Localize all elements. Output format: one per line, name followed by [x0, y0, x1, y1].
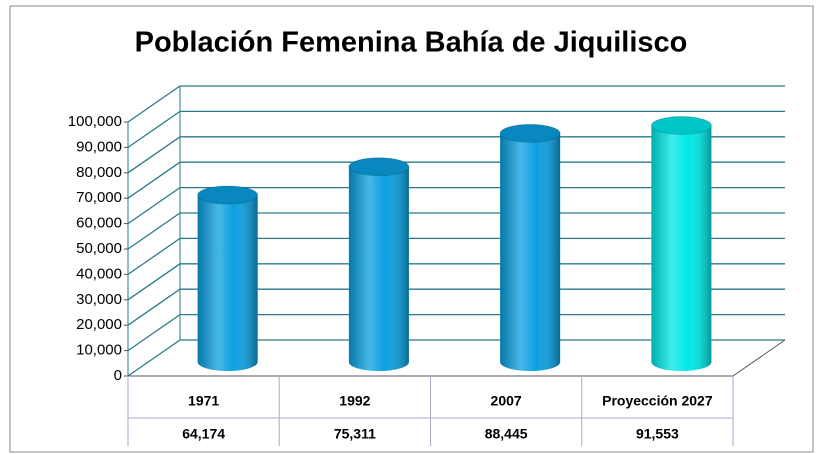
grid-line: [127, 136, 785, 174]
y-tick-label: 10,000: [76, 342, 122, 359]
grid-line: [127, 339, 785, 377]
x-tick-label: 2007: [491, 393, 522, 409]
x-tick-label: 1971: [188, 393, 219, 409]
y-tick-label: 80,000: [76, 164, 122, 181]
grid-line: [127, 161, 785, 199]
value-label: 88,445: [485, 426, 528, 442]
y-tick-label: 0: [114, 367, 122, 384]
value-label: 75,311: [334, 426, 376, 442]
cylinder-shade: [500, 133, 561, 371]
cylinder-top: [197, 185, 259, 205]
grid-line: [127, 288, 785, 326]
value-label: 91,553: [636, 426, 679, 442]
value-label: 64,174: [182, 426, 225, 442]
cylinder-top-shade: [197, 185, 258, 204]
cylinder-top: [650, 115, 712, 135]
cylinder-top-shade: [651, 116, 712, 135]
cylinder-top-shade: [348, 157, 409, 176]
grid-line: [127, 263, 785, 301]
cylinder-shade: [651, 125, 712, 371]
y-tick-label: 40,000: [76, 265, 122, 282]
cylinder-shade: [348, 166, 409, 371]
y-tick-label: 90,000: [76, 138, 122, 155]
y-tick-label: 100,000: [68, 113, 122, 130]
cylinder-shade: [197, 194, 258, 371]
y-tick-label: 50,000: [76, 240, 122, 257]
grid-line: [127, 85, 785, 123]
y-tick-label: 60,000: [76, 215, 122, 232]
chart-title: Población Femenina Bahía de Jiquilisco: [135, 27, 688, 59]
y-tick-label: 30,000: [76, 291, 122, 308]
x-tick-label: 1992: [339, 393, 370, 409]
cylinder-top: [348, 157, 410, 177]
frame: [9, 5, 814, 453]
grid-line: [127, 212, 785, 250]
y-tick-label: 70,000: [76, 189, 122, 206]
grid-line: [127, 237, 785, 275]
cylinder-top: [499, 123, 561, 143]
grid-line: [127, 110, 785, 148]
y-tick-label: 20,000: [76, 316, 122, 333]
cylinder-top-shade: [500, 124, 561, 143]
grid-line: [127, 313, 785, 352]
grid-line: [127, 186, 785, 225]
x-tick-label: Proyección 2027: [602, 393, 713, 409]
